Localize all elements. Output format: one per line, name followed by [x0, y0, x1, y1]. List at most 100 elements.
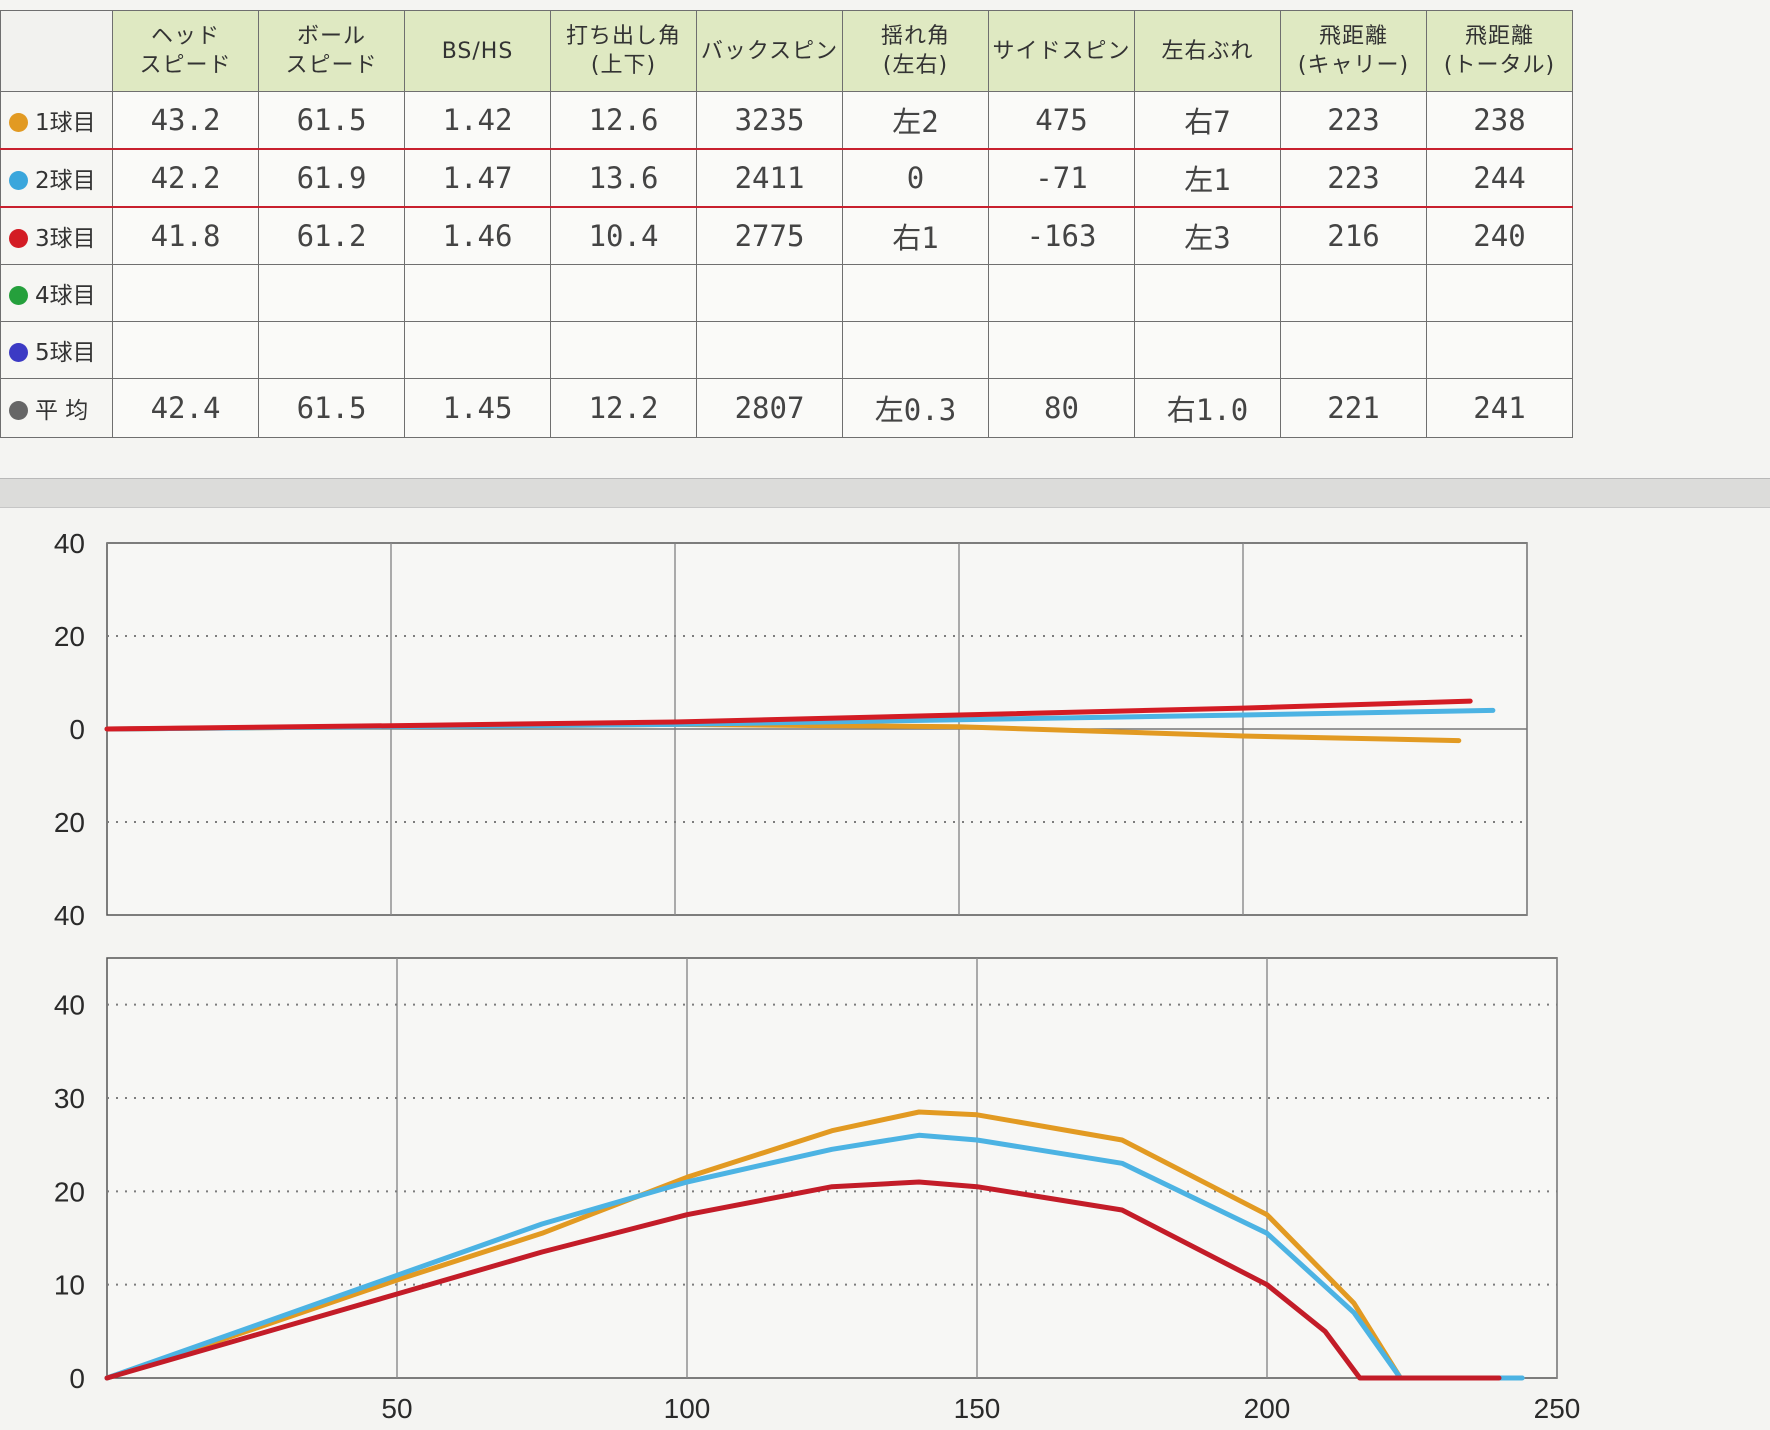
column-header-line: (トータル) — [1443, 53, 1556, 78]
shot-color-dot-icon — [9, 113, 28, 132]
table-cell: 0 — [842, 148, 989, 208]
table-cell: 61.9 — [258, 148, 405, 208]
column-header: 左右ぶれ — [1134, 10, 1281, 92]
series-line — [104, 1132, 1525, 1381]
row-label-text: 5球目 — [35, 340, 96, 366]
table-cell — [1134, 264, 1281, 322]
table-cell: 右1 — [842, 206, 989, 265]
column-header-line: (左右) — [882, 53, 949, 78]
table-row: 5球目 — [0, 321, 1573, 379]
shot-color-dot-icon — [9, 401, 28, 420]
table-cell — [696, 264, 843, 322]
table-body: 1球目 43.2 61.5 1.42 12.6 3235 左2 475 右7 223 238 2球目 4… — [0, 91, 1573, 438]
table-cell: 61.2 — [258, 206, 405, 265]
row-label: 4球目 — [0, 264, 113, 322]
table-cell — [112, 321, 259, 379]
table-cell: 13.6 — [550, 148, 697, 208]
y-tick-label: 0 — [69, 714, 85, 745]
column-header-line: 揺れ角 — [880, 24, 950, 49]
y-tick-label: 40 — [54, 528, 85, 559]
table-cell: 2411 — [696, 148, 843, 208]
table-cell: 80 — [988, 378, 1135, 438]
lateral-deviation-chart: 40 20 0 20 40 — [54, 528, 1528, 931]
column-header: 飛距離 (トータル) — [1426, 10, 1573, 92]
table-row: 1球目 43.2 61.5 1.42 12.6 3235 左2 475 右7 223 238 — [0, 91, 1573, 150]
x-tick-label: 50 — [381, 1393, 412, 1424]
column-header-line: スピード — [139, 53, 232, 78]
y-tick-label: 40 — [54, 900, 85, 931]
column-header: 打ち出し角 (上下) — [550, 10, 697, 92]
table-row: 2球目 42.2 61.9 1.47 13.6 2411 0 -71 左1 223 244 — [0, 148, 1573, 208]
row-label: 5球目 — [0, 321, 113, 379]
table-cell: 右7 — [1134, 91, 1281, 150]
table-cell: 61.5 — [258, 378, 405, 438]
column-header-line: (上下) — [590, 53, 657, 78]
table-cell — [258, 264, 405, 322]
table-cell: 2807 — [696, 378, 843, 438]
table-cell: 240 — [1426, 206, 1573, 265]
series-line — [104, 698, 1473, 732]
table-cell: 223 — [1280, 148, 1427, 208]
y-tick-label: 10 — [54, 1270, 85, 1301]
row-label-text: 1球目 — [35, 110, 96, 136]
column-header-line: 打ち出し角 — [565, 24, 681, 49]
y-tick-label: 30 — [54, 1083, 85, 1114]
table-cell: 左3 — [1134, 206, 1281, 265]
column-header-line: 飛距離 — [1318, 24, 1388, 49]
table-cell: 左1 — [1134, 148, 1281, 208]
row-label: 1球目 — [0, 91, 113, 150]
table-cell: -71 — [988, 148, 1135, 208]
row-label-text: 4球目 — [35, 283, 96, 309]
shot-color-dot-icon — [9, 343, 28, 362]
header-corner — [0, 10, 113, 92]
table-cell: 1.42 — [404, 91, 551, 150]
row-label: 平 均 — [0, 378, 113, 438]
shot-color-dot-icon — [9, 171, 28, 190]
table-cell: 61.5 — [258, 91, 405, 150]
table-row: 3球目 41.8 61.2 1.46 10.4 2775 右1 -163 左3 216 240 — [0, 206, 1573, 265]
x-tick-label: 150 — [954, 1393, 1001, 1424]
table-cell: 1.46 — [404, 206, 551, 265]
y-tick-label: 0 — [69, 1363, 85, 1394]
column-header-line: バックスピン — [700, 38, 839, 64]
table-cell: 42.2 — [112, 148, 259, 208]
table-cell — [1426, 321, 1573, 379]
column-header: ボール スピード — [258, 10, 405, 92]
section-divider — [0, 478, 1770, 508]
column-header-line: ボール — [296, 24, 366, 49]
table-cell: 12.2 — [550, 378, 697, 438]
y-tick-label: 40 — [54, 990, 85, 1021]
table-cell: 41.8 — [112, 206, 259, 265]
series-line — [104, 1179, 1502, 1381]
table-header-row: ヘッド スピード ボール スピード BS/HS 打ち出し角 (上下) バックスピン 揺れ角 (左右… — [0, 10, 1573, 92]
table-cell: 左2 — [842, 91, 989, 150]
table-cell: 12.6 — [550, 91, 697, 150]
row-label-text: 平 均 — [35, 398, 89, 424]
column-header-line: スピード — [285, 53, 378, 78]
shot-stats-table: ヘッド スピード ボール スピード BS/HS 打ち出し角 (上下) バックスピン 揺れ角 (左右… — [0, 10, 1573, 438]
table-cell: 223 — [1280, 91, 1427, 150]
series-line — [104, 1109, 1490, 1381]
table-cell: 右1.0 — [1134, 378, 1281, 438]
shot-color-dot-icon — [9, 286, 28, 305]
table-cell — [842, 321, 989, 379]
row-label-text: 3球目 — [35, 226, 96, 252]
table-cell: 1.45 — [404, 378, 551, 438]
x-tick-label: 100 — [664, 1393, 711, 1424]
column-header: バックスピン — [696, 10, 843, 92]
table-cell: 244 — [1426, 148, 1573, 208]
table-cell — [550, 321, 697, 379]
table-cell: 238 — [1426, 91, 1573, 150]
column-header-line: BS/HS — [441, 38, 514, 64]
table-cell: 241 — [1426, 378, 1573, 438]
column-header-line: (キャリー) — [1297, 53, 1410, 78]
column-header-line: サイドスピン — [992, 38, 1131, 64]
shot-color-dot-icon — [9, 229, 28, 248]
table-cell — [1280, 321, 1427, 379]
table-cell: 43.2 — [112, 91, 259, 150]
x-tick-label: 200 — [1244, 1393, 1291, 1424]
table-row: 平 均 42.4 61.5 1.45 12.2 2807 左0.3 80 右1.0 221 241 — [0, 378, 1573, 438]
row-label-text: 2球目 — [35, 168, 96, 194]
